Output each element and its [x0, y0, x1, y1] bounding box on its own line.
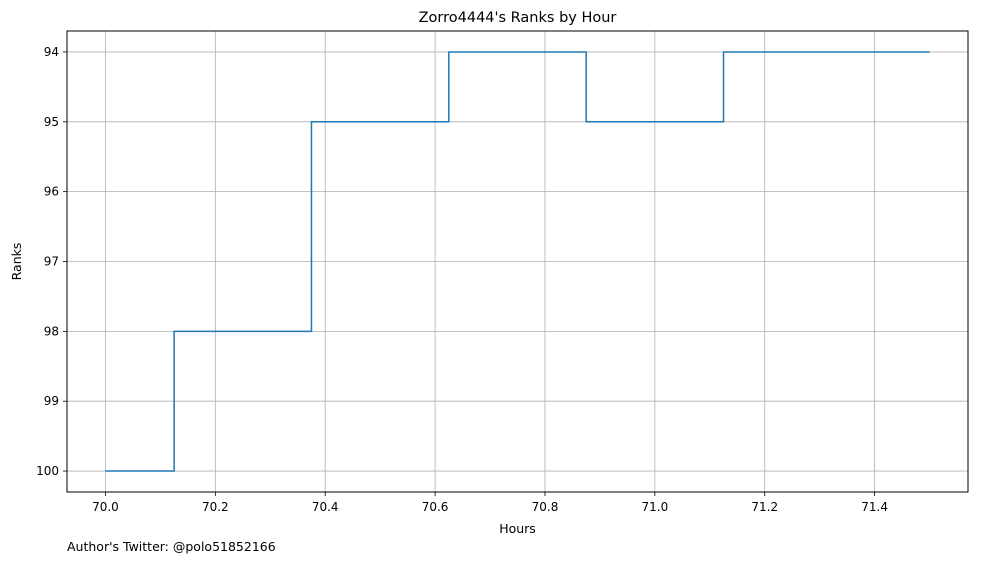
x-tick-label: 71.4: [861, 500, 888, 514]
x-tick-label: 70.2: [202, 500, 229, 514]
x-tick-label: 70.8: [532, 500, 559, 514]
x-tick-label: 70.4: [312, 500, 339, 514]
y-axis-ticks: 94 95 96 97 98 99 100: [36, 45, 67, 478]
y-tick-label: 96: [44, 185, 59, 199]
author-twitter-credit: Author's Twitter: @polo51852166: [67, 539, 276, 554]
y-tick-label: 98: [44, 324, 59, 338]
y-axis-label: Ranks: [9, 243, 24, 281]
grid-lines: [67, 31, 968, 492]
x-axis-label: Hours: [499, 521, 536, 536]
x-tick-label: 70.0: [92, 500, 119, 514]
rank-series-line: [105, 51, 930, 472]
x-tick-label: 71.0: [641, 500, 668, 514]
x-tick-label: 71.2: [751, 500, 778, 514]
x-axis-ticks: 70.0 70.2 70.4 70.6 70.8 71.0 71.2 71.4: [92, 492, 888, 514]
y-tick-label: 97: [44, 255, 59, 269]
y-tick-label: 95: [44, 115, 59, 129]
y-tick-label: 100: [36, 464, 59, 478]
plot-series: [105, 51, 930, 472]
y-tick-label: 99: [44, 394, 59, 408]
y-tick-label: 94: [44, 45, 59, 59]
chart-title: Zorro4444's Ranks by Hour: [419, 10, 617, 26]
x-tick-label: 70.6: [422, 500, 449, 514]
